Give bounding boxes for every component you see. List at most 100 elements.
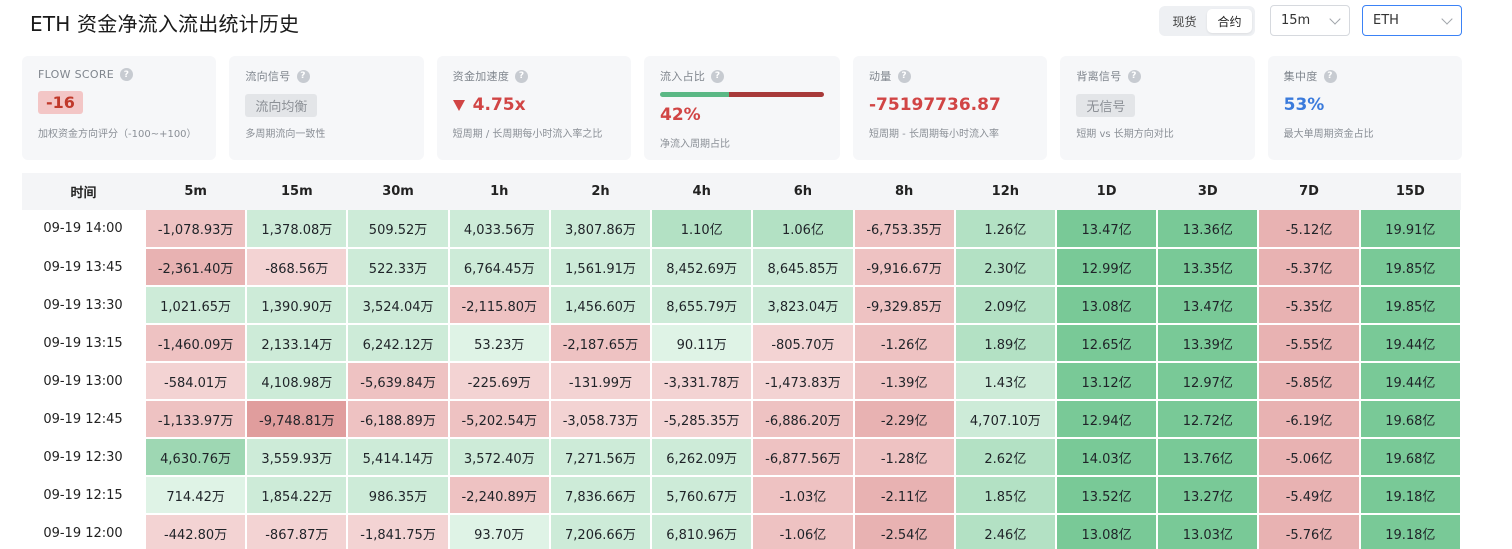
- card-value: 53%: [1283, 95, 1325, 115]
- flow-cell: 2.46亿: [954, 514, 1057, 549]
- card-flow-score: FLOW SCORE? -16 加权资金方向评分（-100~+100）: [22, 56, 217, 160]
- flow-cell: -6,877.56万: [752, 438, 855, 477]
- flow-cell: -6,753.35万: [853, 210, 956, 249]
- column-header: 1D: [1055, 173, 1158, 210]
- card-desc: 最大单周期资金占比: [1283, 129, 1374, 140]
- card-value: -16: [38, 90, 200, 114]
- column-header: 15m: [246, 173, 348, 210]
- help-icon[interactable]: ?: [711, 69, 725, 83]
- divergence-badge: 无信号: [1076, 93, 1136, 117]
- flow-cell: -3,058.73万: [549, 400, 653, 439]
- row-time: 09-19 13:45: [22, 248, 146, 287]
- flow-cell: 12.72亿: [1157, 400, 1260, 439]
- flow-cell: -2,240.89万: [448, 476, 551, 515]
- column-header: 5m: [145, 173, 247, 210]
- flow-cell: -9,329.85万: [853, 286, 956, 325]
- help-icon[interactable]: ?: [1127, 69, 1141, 83]
- flow-cell: 13.36亿: [1157, 210, 1260, 249]
- flow-cell: 13.35亿: [1157, 248, 1260, 287]
- flow-cell: -225.69万: [448, 362, 551, 401]
- chevron-down-icon: [1441, 12, 1453, 25]
- flow-cell: -5.55亿: [1258, 324, 1361, 363]
- flow-cell: 1.26亿: [954, 210, 1057, 249]
- column-header: 15D: [1359, 173, 1461, 210]
- flow-cell: 12.94亿: [1055, 400, 1159, 439]
- metric-cards: FLOW SCORE? -16 加权资金方向评分（-100~+100） 流向信号…: [22, 56, 1462, 160]
- row-time: 09-19 13:00: [22, 362, 146, 401]
- flow-cell: 2,133.14万: [246, 324, 349, 363]
- flow-cell: 5,760.67万: [651, 476, 754, 515]
- help-icon[interactable]: ?: [120, 68, 134, 81]
- flow-cell: -5,285.35万: [651, 400, 754, 439]
- flow-cell: -5.35亿: [1258, 286, 1361, 325]
- flow-cell: 8,645.85万: [752, 248, 855, 287]
- card-desc: 加权资金方向评分（-100~+100）: [38, 129, 197, 140]
- card-label: 集中度?: [1284, 68, 1446, 84]
- table-row: 09-19 13:15 -1,460.09万 2,133.14万 6,242.12万 5…: [22, 324, 1463, 363]
- flow-cell: 19.85亿: [1359, 248, 1463, 287]
- flow-cell: 2.30亿: [954, 248, 1057, 287]
- flow-cell: -1.03亿: [752, 476, 855, 515]
- table-row: 09-19 12:45 -1,133.97万 -9,748.81万 -6,188.89…: [22, 400, 1463, 439]
- card-flow-signal: 流向信号? 流向均衡 多周期流向一致性: [229, 56, 424, 160]
- column-header-time: 时间: [22, 173, 145, 210]
- interval-select[interactable]: 15m: [1270, 5, 1350, 36]
- flow-cell: 2.62亿: [954, 438, 1057, 477]
- flow-cell: -2.29亿: [853, 400, 956, 439]
- table-row: 09-19 13:45 -2,361.40万 -868.56万 522.33万 6,76…: [22, 248, 1463, 287]
- chevron-down-icon: [1329, 12, 1341, 25]
- flow-cell: -2.54亿: [853, 514, 956, 549]
- flow-cell: 4,630.76万: [145, 438, 248, 477]
- flow-cell: 1,021.65万: [145, 286, 248, 325]
- interval-select-value: 15m: [1281, 13, 1311, 28]
- flow-cell: -2,361.40万: [145, 248, 248, 287]
- tab-spot[interactable]: 现货: [1172, 14, 1197, 29]
- column-header: 12h: [954, 173, 1056, 210]
- flow-cell: 1,561.91万: [549, 248, 653, 287]
- flow-cell: 3,559.93万: [246, 438, 349, 477]
- row-time: 09-19 12:30: [22, 438, 146, 477]
- flow-cell: 4,108.98万: [246, 362, 349, 401]
- market-toggle: 现货 合约: [1159, 6, 1255, 36]
- help-icon[interactable]: ?: [1323, 69, 1337, 83]
- flow-cell: -9,748.81万: [246, 400, 349, 439]
- flow-cell: 1.10亿: [651, 210, 754, 249]
- table-body: 09-19 14:00 -1,078.93万 1,378.08万 509.52万 4,0…: [22, 210, 1463, 549]
- flow-cell: -1.28亿: [853, 438, 956, 477]
- flow-cell: 19.44亿: [1359, 362, 1463, 401]
- flow-cell: 8,655.79万: [651, 286, 754, 325]
- flow-cell: 19.68亿: [1359, 400, 1463, 439]
- table-header-row: 时间 5m 15m 30m 1h 2h 4h 6h 8h 12h 1D 3D 7D 15D: [22, 173, 1461, 210]
- flow-cell: 19.91亿: [1359, 210, 1463, 249]
- card-momentum: 动量? -75197736.87 短周期 - 长周期每小时流入率: [852, 56, 1048, 160]
- flow-cell: -6.19亿: [1258, 400, 1361, 439]
- table-row: 09-19 12:15 714.42万 1,854.22万 986.35万 -2,240…: [22, 476, 1463, 515]
- flow-cell: -5.85亿: [1258, 362, 1361, 401]
- card-label: 动量?: [869, 68, 1031, 84]
- card-label: 资金加速度?: [453, 68, 615, 84]
- flow-cell: -5.76亿: [1258, 514, 1361, 549]
- flow-cell: -1,078.93万: [145, 210, 248, 249]
- row-time: 09-19 12:00: [22, 514, 146, 549]
- flow-cell: -2.11亿: [853, 476, 956, 515]
- help-icon[interactable]: ?: [897, 69, 911, 83]
- column-header: 30m: [347, 173, 449, 210]
- flow-cell: -1,841.75万: [347, 514, 450, 549]
- card-value: 4.75x: [452, 93, 615, 117]
- flow-cell: -9,916.67万: [853, 248, 956, 287]
- help-icon[interactable]: ?: [296, 69, 310, 83]
- flow-cell: -1.06亿: [752, 514, 855, 549]
- flow-cell: 13.27亿: [1157, 476, 1260, 515]
- flow-score-badge: -16: [38, 90, 83, 114]
- down-triangle-icon: [452, 99, 465, 111]
- flow-cell: 13.47亿: [1157, 286, 1260, 325]
- tab-futures[interactable]: 合约: [1207, 9, 1252, 33]
- flow-cell: -5,639.84万: [347, 362, 450, 401]
- coin-select[interactable]: ETH: [1362, 5, 1462, 36]
- inflow-segment: [659, 92, 729, 97]
- flow-cell: 7,206.66万: [549, 514, 653, 549]
- help-icon[interactable]: ?: [515, 69, 529, 83]
- flow-cell: 6,242.12万: [347, 324, 450, 363]
- column-header: 1h: [448, 173, 550, 210]
- flow-cell: 5,414.14万: [347, 438, 450, 477]
